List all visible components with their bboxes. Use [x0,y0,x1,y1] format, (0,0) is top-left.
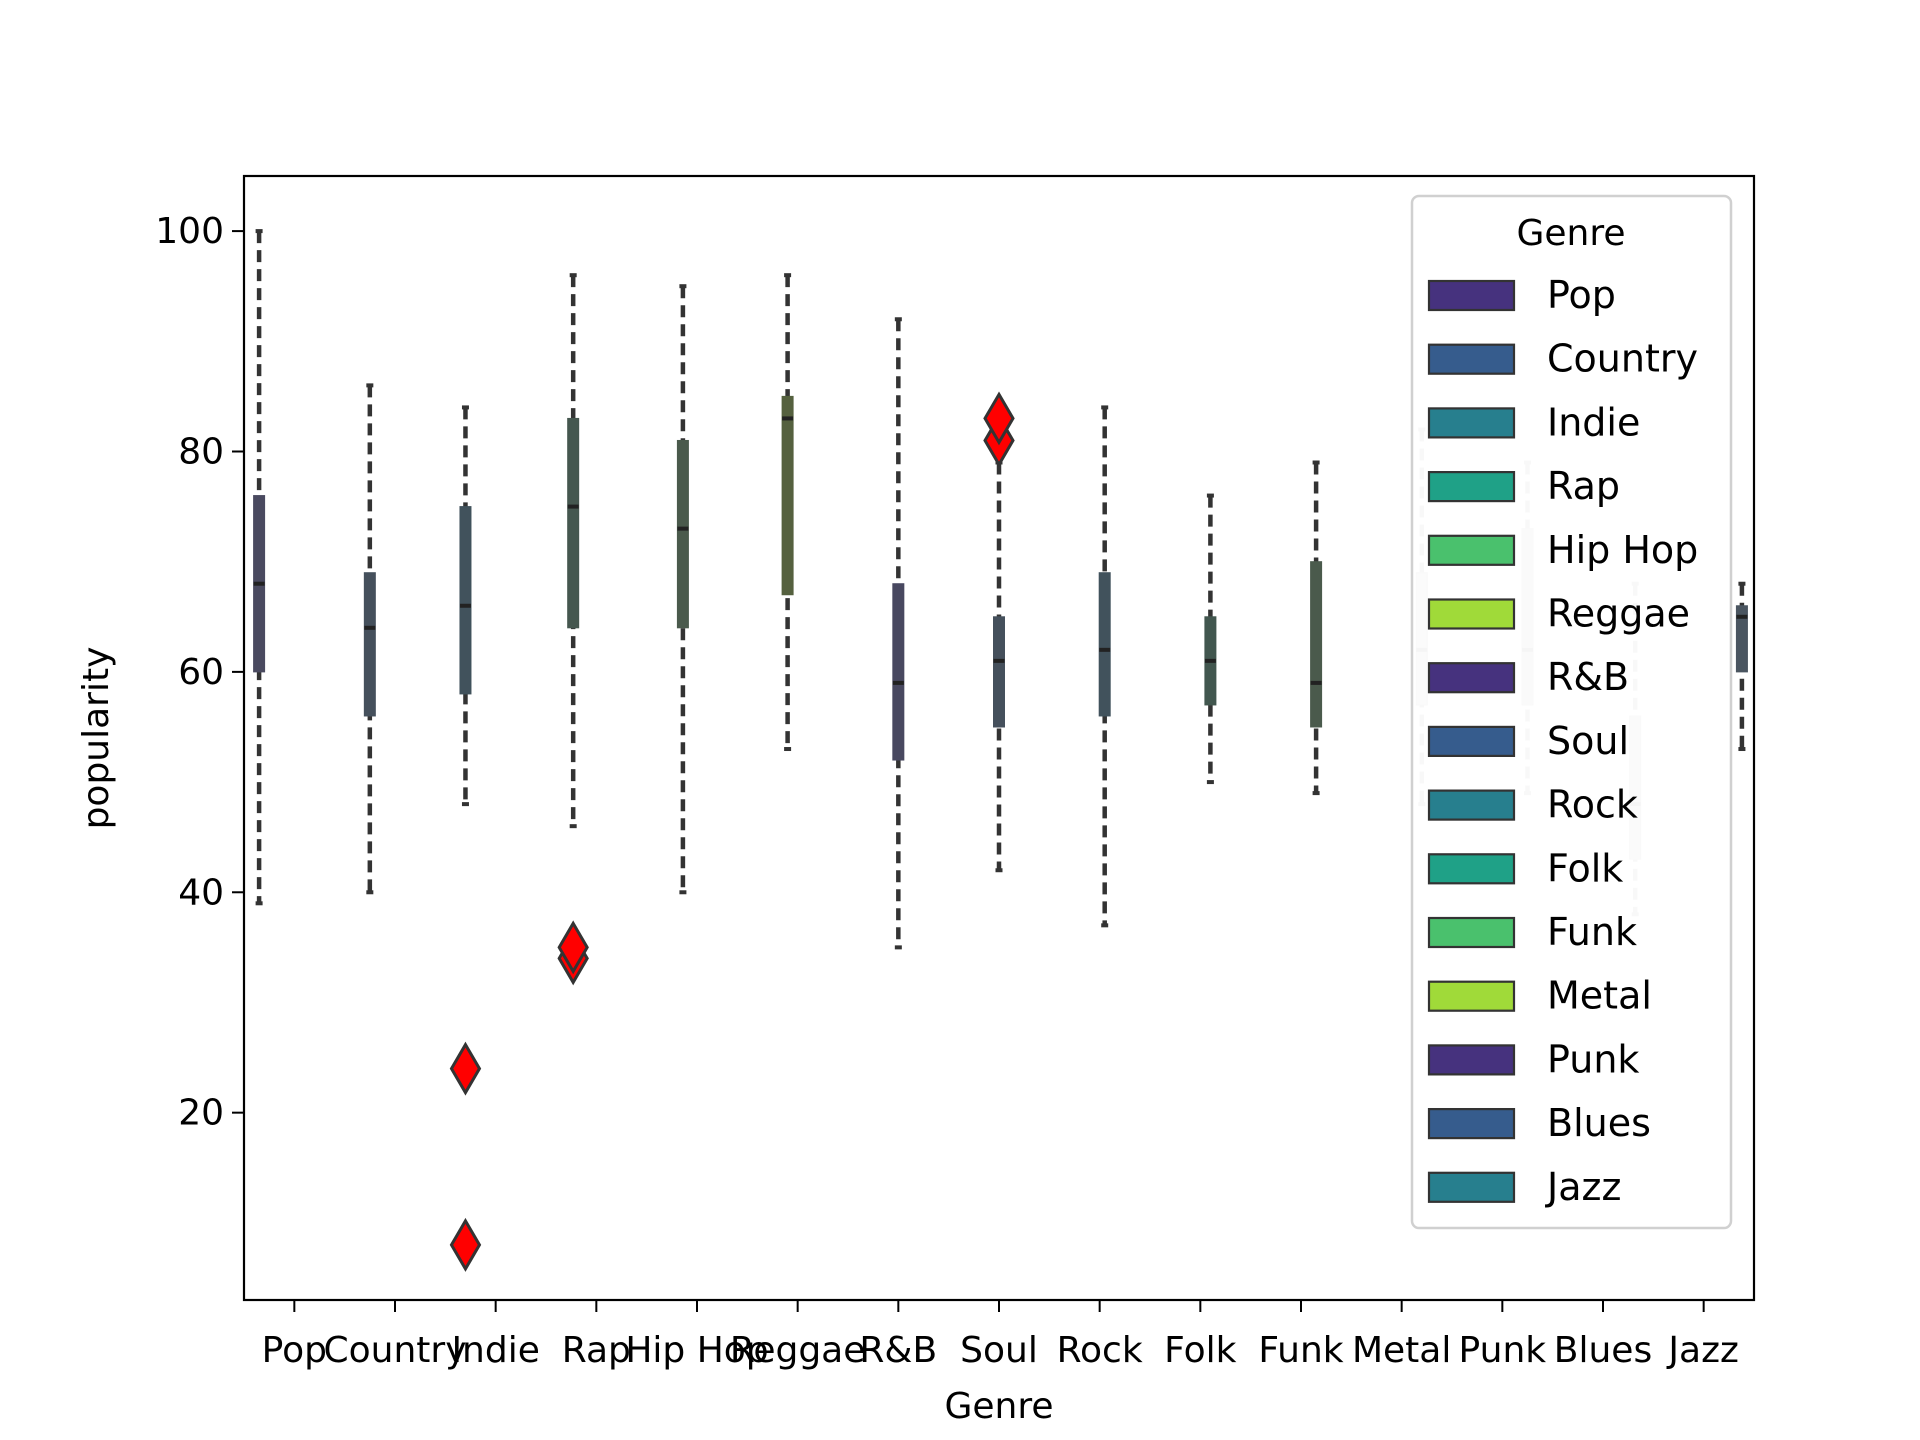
legend-swatch [1427,725,1516,758]
outlier-marker [449,1041,482,1096]
box-country [363,383,376,895]
box-folk [1204,493,1217,785]
x-tick-label: R&B [859,1330,937,1371]
legend-label: Rock [1547,783,1638,827]
x-axis-label: Genre [944,1386,1053,1427]
legend-frame [1410,194,1733,1230]
x-tick-label: Indie [451,1330,539,1371]
x-tick-label: Jazz [1666,1330,1738,1371]
outlier-marker [983,391,1015,446]
box-r-b [892,317,905,950]
legend-label: Soul [1547,719,1629,763]
legend-label: Country [1547,337,1698,381]
box-funk [1310,460,1323,796]
legend-label: Funk [1547,910,1637,954]
x-tick-label: Country [323,1330,466,1371]
box-body [363,572,376,717]
y-ticks: 20 40 60 80 100 [155,211,244,1134]
legend-swatch [1427,343,1516,375]
y-axis-label: popularity [76,647,117,830]
x-tick-label: Soul [960,1330,1038,1371]
x-tick-label: Pop [262,1330,327,1371]
x-tick-label: Hip Hop [625,1330,768,1371]
box-reggae [781,273,794,752]
x-tick-label: Blues [1554,1330,1652,1371]
box-body [1735,605,1748,673]
box-indie [449,405,482,1272]
legend-swatch [1427,598,1516,630]
legend-entries: Pop Country Indie Rap Hip Hop Reggae R&B Soul Ro… [1427,273,1698,1209]
legend-swatch [1427,789,1516,821]
box-body [781,395,794,596]
legend-label: Punk [1547,1037,1639,1081]
legend-swatch [1427,471,1516,503]
legend-swatch [1427,980,1516,1012]
box-body [567,417,580,629]
legend-swatch [1427,1044,1516,1076]
legend-title: Genre [1516,213,1625,254]
legend-label: Indie [1547,400,1640,444]
legend-label: Reggae [1547,592,1690,636]
x-tick-label: Rock [1057,1330,1143,1371]
outlier-marker [449,1217,482,1272]
x-tick-label: Punk [1459,1330,1547,1371]
legend-swatch [1427,1107,1516,1140]
box-rock [1098,405,1111,928]
legend-label: Metal [1547,974,1652,1018]
box-body [993,616,1005,728]
box-body [892,583,905,761]
legend-swatch [1427,916,1516,949]
x-tick-label: Rap [562,1330,631,1371]
box-soul [983,391,1015,873]
legend-swatch [1427,407,1516,439]
legend-swatch [1427,662,1516,694]
box-body [676,439,689,629]
legend-label: Blues [1547,1101,1651,1145]
box-body [1310,561,1323,728]
legend-label: Folk [1547,846,1623,890]
y-tick-label: 80 [178,431,224,472]
x-tick-label: Funk [1258,1330,1343,1371]
legend-label: Jazz [1545,1165,1621,1209]
box-jazz [1735,581,1748,752]
legend-swatch [1427,534,1516,566]
legend-swatch [1427,1171,1516,1203]
legend-swatch [1427,853,1516,885]
legend-label: Rap [1547,464,1620,508]
legend-label: Pop [1547,273,1616,317]
x-tick-label: Metal [1352,1330,1451,1371]
box-pop [253,229,266,906]
legend: Genre Pop Country Indie Rap Hip Hop Reggae R&B… [1410,194,1733,1230]
x-tick-label: Folk [1164,1330,1236,1371]
box-rap [557,273,589,986]
legend-label: R&B [1547,655,1629,699]
box-body [1098,572,1111,717]
y-tick-label: 20 [178,1093,224,1134]
y-tick-label: 100 [155,211,224,252]
y-tick-label: 60 [178,652,224,693]
box-hip-hop [676,284,689,895]
legend-swatch [1427,279,1516,312]
legend-label: Hip Hop [1547,528,1698,572]
box-body [459,506,472,695]
y-tick-label: 40 [178,872,224,913]
outlier-marker [557,920,589,975]
x-tick-label: Reggae [730,1330,865,1371]
